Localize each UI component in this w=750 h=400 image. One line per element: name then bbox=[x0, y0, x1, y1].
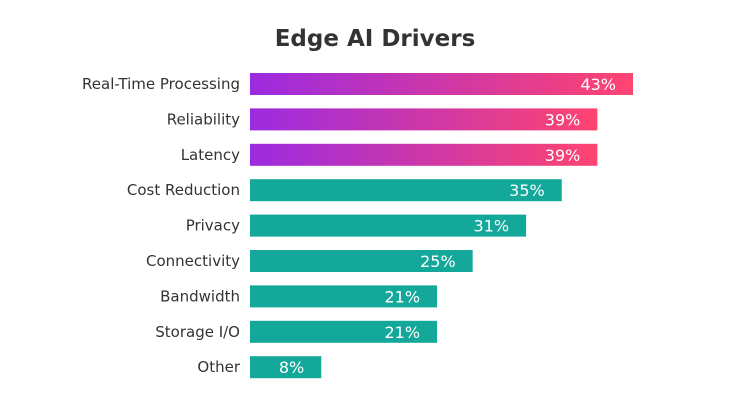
bar bbox=[250, 108, 598, 131]
value-label: 21% bbox=[384, 323, 420, 342]
bar-row: Reliability 39% bbox=[167, 108, 598, 131]
bar bbox=[250, 356, 322, 379]
value-label: 35% bbox=[509, 181, 545, 200]
bar bbox=[250, 73, 633, 95]
bar-row: Other 8% bbox=[197, 356, 322, 379]
bar-row: Cost Reduction 35% bbox=[127, 179, 562, 202]
chart-title: Edge AI Drivers bbox=[274, 26, 476, 52]
category-label: Real-Time Processing bbox=[82, 75, 240, 93]
bar bbox=[250, 179, 562, 202]
value-label: 39% bbox=[545, 146, 581, 165]
bar-row: Privacy 31% bbox=[186, 214, 527, 237]
bar bbox=[250, 285, 438, 308]
value-label: 8% bbox=[279, 358, 304, 377]
category-label: Privacy bbox=[186, 217, 240, 235]
category-label: Reliability bbox=[167, 110, 240, 128]
category-label: Latency bbox=[181, 146, 240, 164]
bar-row: Connectivity 25% bbox=[146, 250, 473, 272]
value-label: 25% bbox=[420, 252, 456, 271]
bar bbox=[250, 214, 527, 237]
value-label: 39% bbox=[545, 110, 581, 129]
bar-row: Real-Time Processing 43% bbox=[82, 73, 633, 95]
bar bbox=[250, 320, 438, 343]
value-label: 43% bbox=[580, 75, 616, 94]
category-label: Cost Reduction bbox=[127, 181, 240, 199]
bar bbox=[250, 143, 598, 166]
category-label: Storage I/O bbox=[155, 323, 240, 341]
bar bbox=[250, 250, 473, 272]
bar-row: Storage I/O 21% bbox=[155, 320, 438, 343]
category-label: Connectivity bbox=[146, 252, 240, 270]
bar-row: Latency 39% bbox=[181, 143, 598, 166]
bar-row: Bandwidth 21% bbox=[160, 285, 438, 308]
category-label: Other bbox=[197, 358, 240, 376]
value-label: 21% bbox=[384, 287, 420, 306]
value-label: 31% bbox=[474, 217, 510, 236]
category-label: Bandwidth bbox=[160, 287, 240, 305]
bars-layer: Real-Time Processing 43%Reliability 39%Lat… bbox=[82, 73, 633, 379]
